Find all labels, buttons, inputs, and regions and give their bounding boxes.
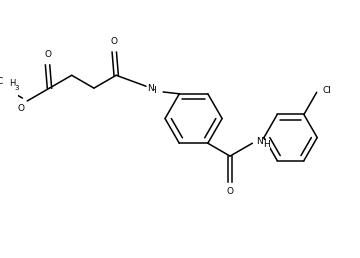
Text: 3: 3 bbox=[15, 85, 19, 91]
Text: N: N bbox=[256, 137, 263, 146]
Text: H: H bbox=[9, 79, 15, 88]
Text: N: N bbox=[147, 84, 154, 93]
Text: O: O bbox=[17, 104, 24, 113]
Text: C: C bbox=[0, 77, 3, 86]
Text: H: H bbox=[149, 86, 156, 94]
Text: O: O bbox=[111, 37, 118, 46]
Text: O: O bbox=[44, 50, 51, 59]
Text: Cl: Cl bbox=[323, 86, 331, 95]
Text: H: H bbox=[263, 140, 270, 149]
Text: O: O bbox=[226, 188, 234, 197]
